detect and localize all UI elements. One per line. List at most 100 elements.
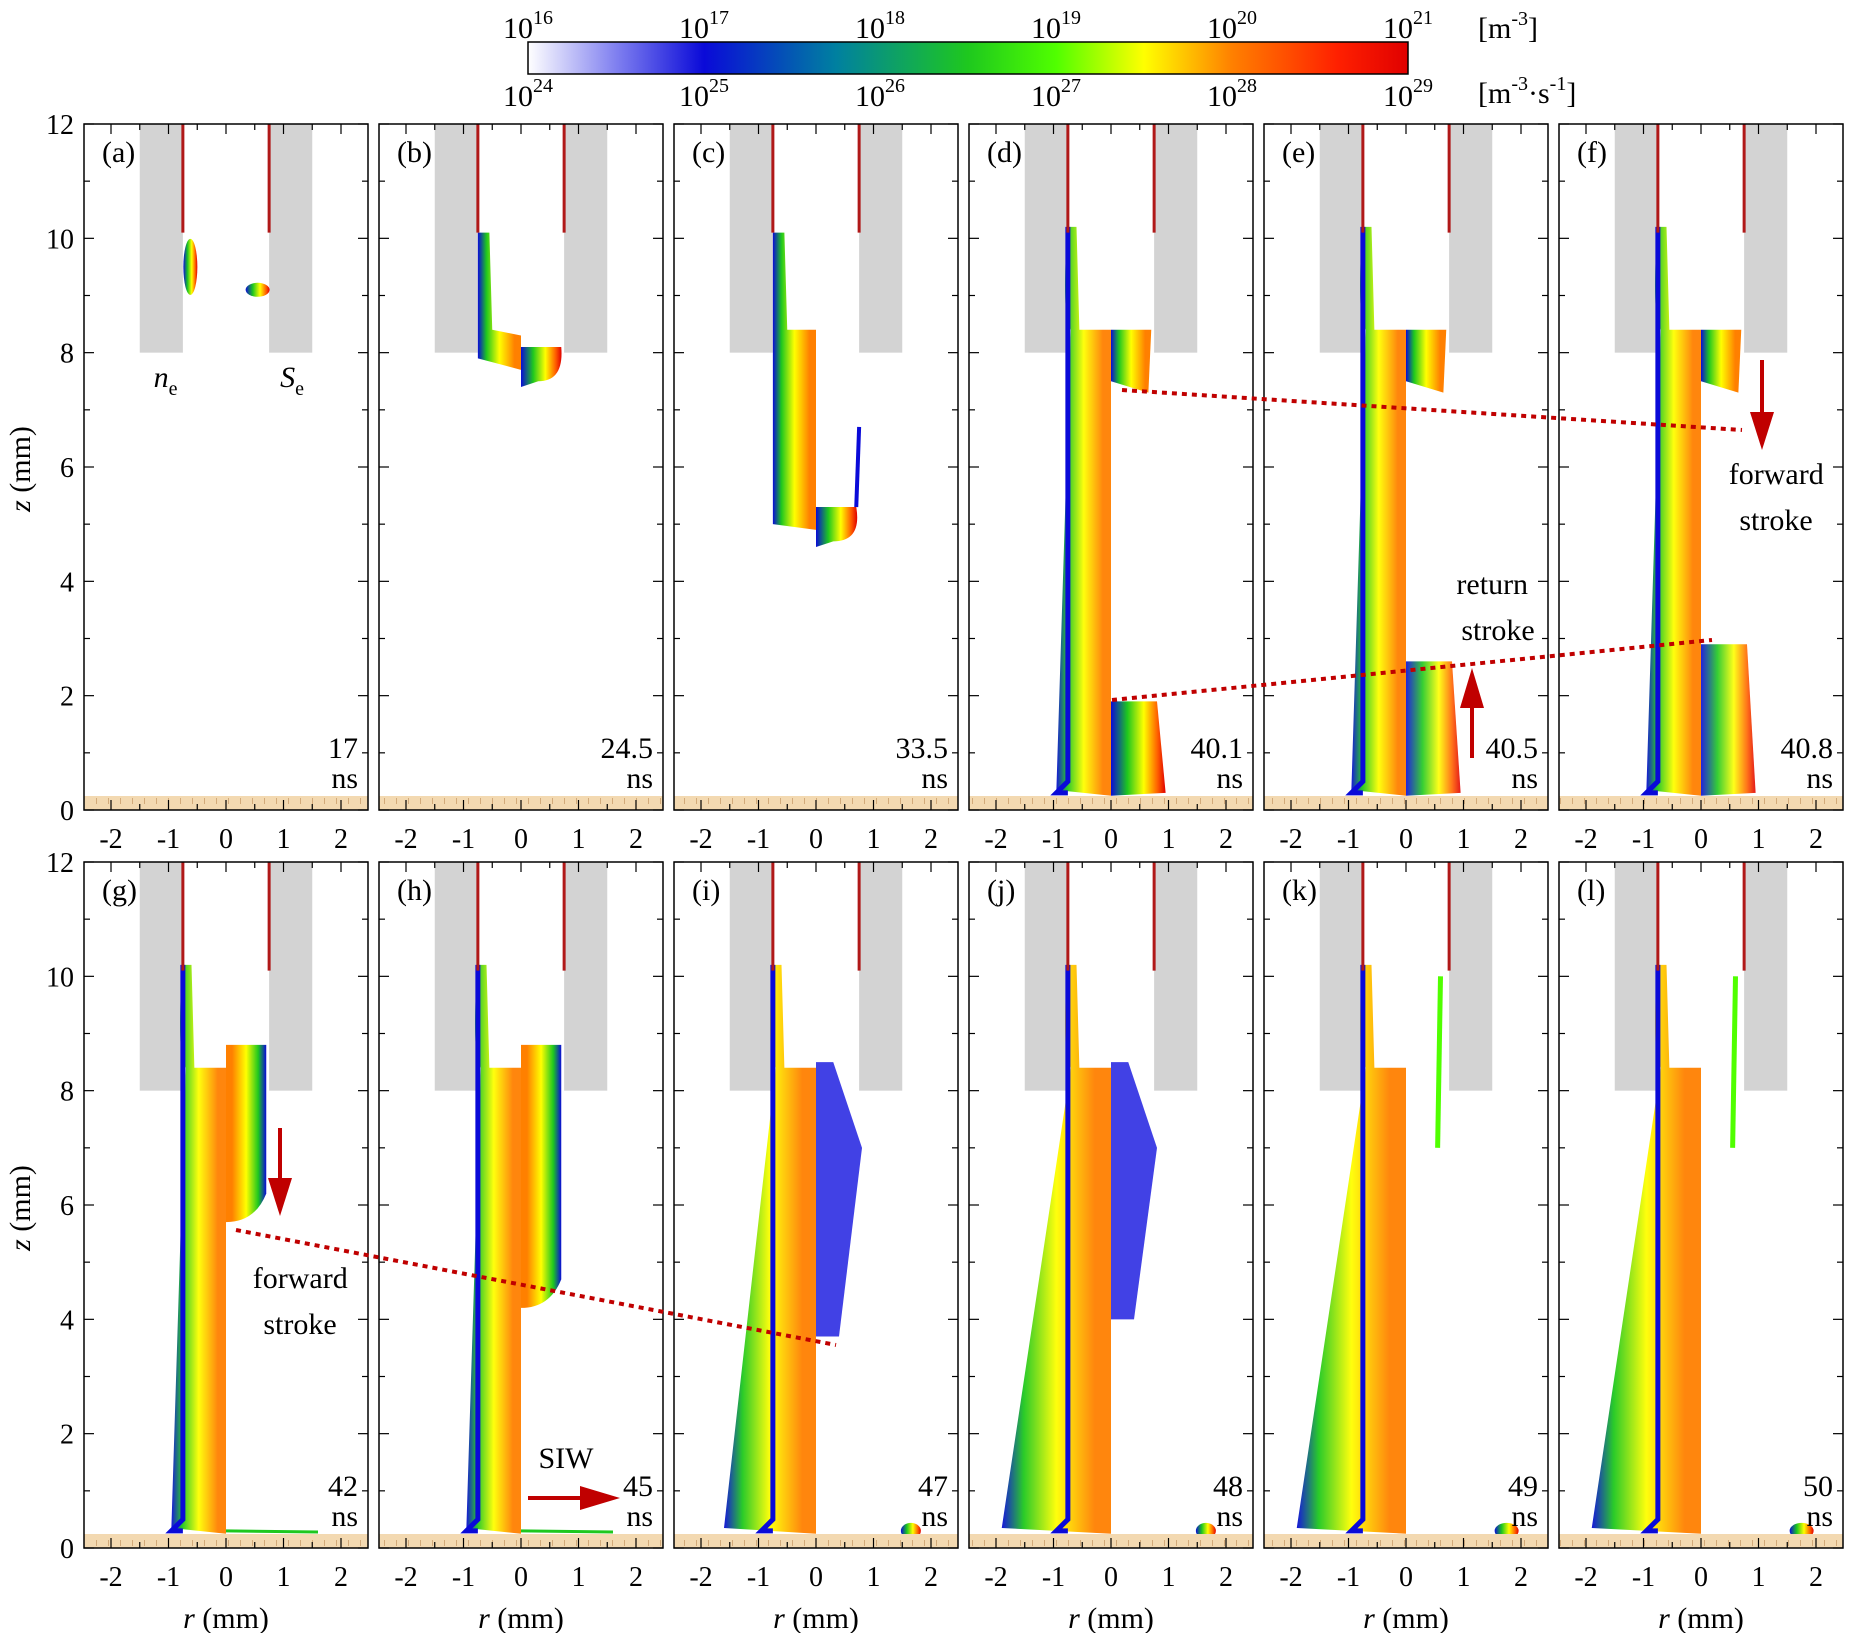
r-tick-label: -2 — [1279, 1562, 1302, 1593]
panel-time-unit: ns — [921, 1500, 948, 1533]
ne-channel — [1296, 964, 1406, 1534]
r-tick-label: 2 — [1514, 824, 1528, 855]
panel-time: 50 — [1803, 1470, 1833, 1503]
r-tick-label: 0 — [1694, 824, 1708, 855]
source-term — [521, 346, 562, 387]
panel-time-unit: ns — [1806, 1500, 1833, 1533]
colorbar-top-tick-label: 1016 — [503, 7, 553, 45]
plasma-region — [183, 238, 270, 297]
r-tick-label: -2 — [689, 824, 712, 855]
ne-channel-edge — [1050, 964, 1071, 1534]
ne-channel-edge — [755, 964, 776, 1534]
ne-channel-edge — [1345, 964, 1366, 1534]
plasma-region — [1001, 964, 1216, 1539]
r-axis-label: r (mm) — [1658, 1602, 1744, 1633]
colorbar-bottom-tick-label: 1026 — [855, 75, 905, 113]
r-tick-label: 2 — [1219, 1562, 1233, 1593]
r-tick-label: 2 — [334, 1562, 348, 1593]
panel-letter: (j) — [987, 874, 1015, 907]
colorbar-top-tick-label: 1018 — [855, 7, 905, 45]
panel-time: 33.5 — [896, 732, 949, 765]
r-tick-label: -2 — [1574, 1562, 1597, 1593]
r-tick-label: -1 — [1337, 1562, 1360, 1593]
r-tick-label: 2 — [629, 824, 643, 855]
source-term-lower — [1111, 701, 1166, 796]
r-tick-label: -2 — [394, 1562, 417, 1593]
panel-time-unit: ns — [1806, 762, 1833, 795]
ne-channel — [477, 232, 521, 370]
plasma-region — [477, 232, 562, 387]
surface-wave — [225, 1529, 319, 1534]
electrode-block-right — [1154, 124, 1198, 353]
plasma-region — [165, 964, 319, 1534]
unit-open: [m — [1478, 77, 1511, 110]
panel: -2 -1 0 1 2 (d) 40.1ns — [968, 123, 1254, 855]
electrode-block-left — [434, 124, 478, 353]
return-stroke-label: return stroke — [1456, 568, 1535, 647]
source-term-upper — [1111, 329, 1152, 393]
source-term-filament — [1730, 976, 1738, 1148]
colorbar-bottom-unit: [m-3·s-1] — [1478, 73, 1576, 110]
electrode-block-right — [564, 862, 608, 1091]
z-tick-label: 4 — [60, 567, 74, 598]
electrode-block-left — [1024, 862, 1068, 1091]
surface-wave — [520, 1529, 614, 1534]
colorbar-bottom-tick-label: 1027 — [1031, 75, 1081, 113]
panel-time-unit: ns — [1511, 1500, 1538, 1533]
ne-channel-edge — [460, 964, 481, 1534]
panel-time: 40.5 — [1486, 732, 1539, 765]
plasma-region — [460, 964, 614, 1534]
plasma-region — [1640, 226, 1756, 796]
r-tick-label: 0 — [1694, 1562, 1708, 1593]
electrode-block-left — [1024, 124, 1068, 353]
panel-letter: (d) — [987, 136, 1022, 169]
unit-exp2: -1 — [1550, 73, 1567, 95]
panel-background — [84, 124, 368, 810]
r-tick-label: 0 — [219, 1562, 233, 1593]
z-axis-label-bottom: z (mm) — [4, 1165, 37, 1252]
r-tick-label: -1 — [452, 1562, 475, 1593]
source-term-upper — [1406, 329, 1447, 393]
r-tick-label: 2 — [1809, 824, 1823, 855]
r-axis-label: r (mm) — [1363, 1602, 1449, 1633]
panel-time: 40.8 — [1781, 732, 1834, 765]
unit-exp: -3 — [1511, 8, 1528, 30]
r-axis-label: r (mm) — [1068, 1602, 1154, 1633]
r-tick-label: 0 — [809, 1562, 823, 1593]
r-tick-label: -1 — [157, 1562, 180, 1593]
plasma-region — [1050, 226, 1166, 796]
electrode-block-right — [269, 862, 313, 1091]
r-tick-label: -1 — [157, 824, 180, 855]
r-tick-label: -1 — [1337, 824, 1360, 855]
ne-channel — [1001, 964, 1111, 1534]
siw-label: SIW — [539, 1442, 595, 1475]
r-tick-label: -2 — [394, 824, 417, 855]
source-term — [816, 507, 858, 548]
z-tick-label: 10 — [46, 962, 74, 993]
ne-channel-edge — [165, 964, 186, 1534]
electrode-block-right — [1154, 862, 1198, 1091]
panel-letter: (b) — [397, 136, 432, 169]
colorbar-top-ticks: 1016 1017 1018 1019 1020 1021 — [503, 7, 1433, 45]
colorbar-bar — [527, 41, 1409, 75]
panel-time-unit: ns — [1216, 762, 1243, 795]
r-axis-label: r (mm) — [478, 1602, 564, 1633]
streamer-head — [183, 238, 198, 295]
electrode-block-right — [1449, 862, 1493, 1091]
r-tick-label: 0 — [1104, 824, 1118, 855]
r-tick-label: 2 — [924, 1562, 938, 1593]
r-tick-label: 2 — [1219, 824, 1233, 855]
se-label: Se — [280, 361, 304, 400]
z-tick-label: 12 — [46, 110, 74, 141]
electrode-block-left — [139, 124, 183, 353]
unit-open: [m — [1478, 12, 1511, 45]
r-tick-label: 2 — [334, 824, 348, 855]
r-tick-label: -2 — [689, 1562, 712, 1593]
dotted-line-forward-top — [1121, 388, 1743, 432]
ne-channel-edge — [1050, 226, 1071, 796]
r-tick-label: -2 — [99, 1562, 122, 1593]
source-term-lower — [1701, 644, 1756, 796]
panel-letter: (e) — [1282, 136, 1315, 169]
source-term-trail — [854, 426, 862, 508]
